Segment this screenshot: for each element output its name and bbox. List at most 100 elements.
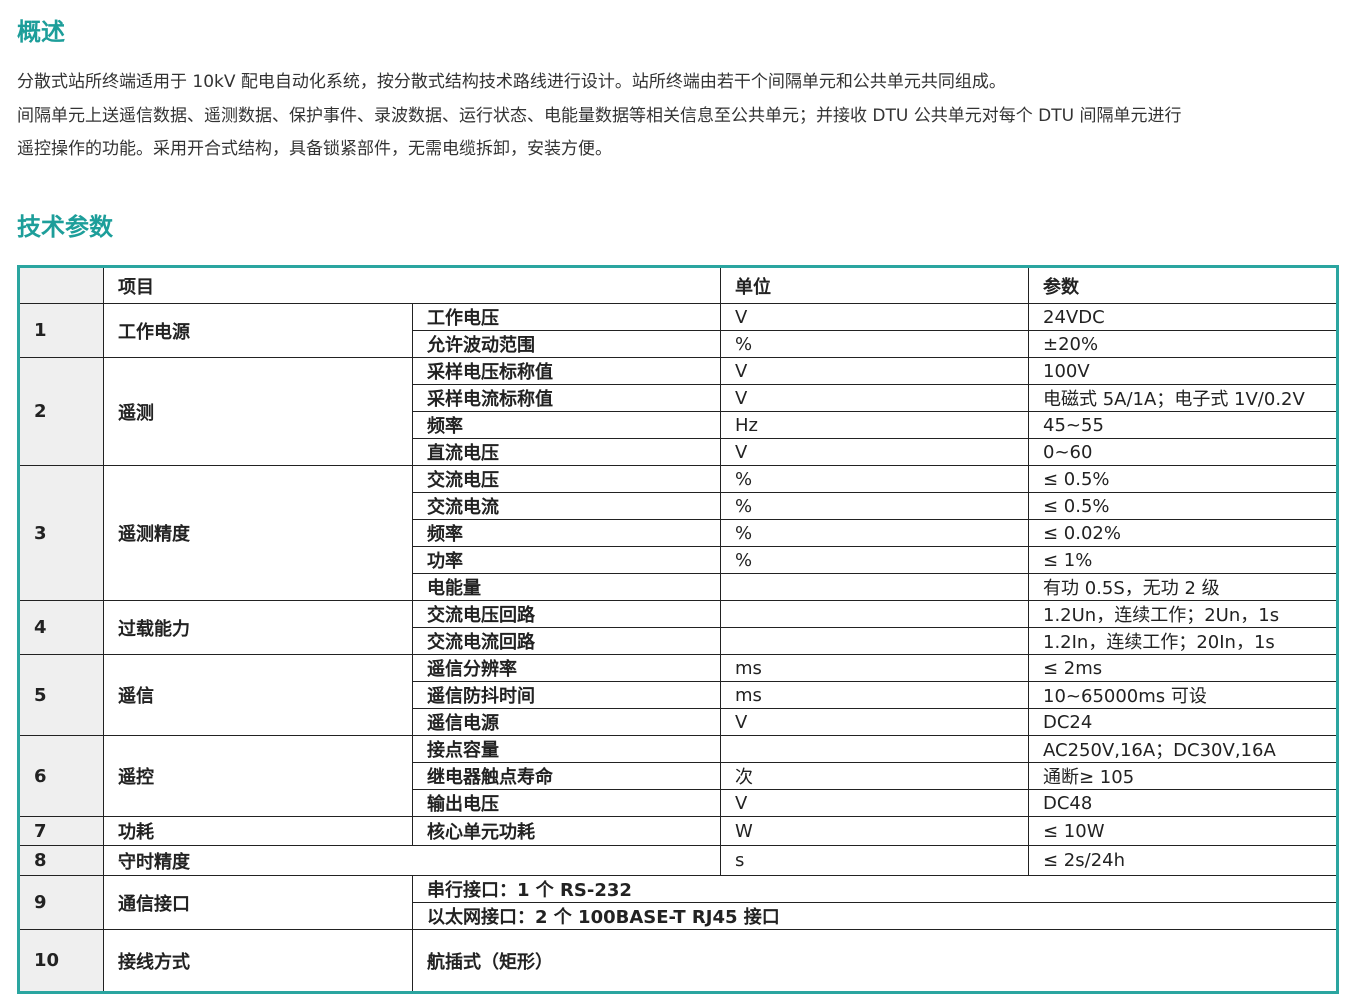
header-param: 参数 — [1028, 266, 1338, 304]
row-number: 9 — [18, 875, 104, 930]
row-param: ±20% — [1028, 330, 1338, 358]
row-sub-item: 交流电流回路 — [412, 627, 721, 655]
row-number: 7 — [18, 816, 104, 846]
row-param: DC48 — [1028, 789, 1338, 817]
row-item: 过载能力 — [103, 600, 413, 655]
table-header-row: 项目 单位 参数 — [18, 266, 1338, 304]
row-sub-item: 频率 — [412, 519, 721, 547]
row-unit — [720, 600, 1029, 628]
table-row: 交流电流% ≤ 0.5% — [19, 492, 1338, 520]
row-unit: V — [720, 384, 1029, 412]
row-param: ≤ 0.5% — [1028, 465, 1338, 493]
row-unit: Hz — [720, 411, 1029, 439]
table-row: 6 遥控 接点容量 AC250V,16A；DC30V,16A — [18, 735, 1338, 817]
row-unit: W — [720, 816, 1029, 846]
table-row: 4 过载能力 交流电压回路 1.2Un，连续工作；2Un，1s — [18, 600, 1338, 655]
table-row: 3 遥测精度 交流电压% ≤ 0.5% — [18, 465, 1338, 601]
overview-paragraph: 间隔单元上送遥信数据、遥测数据、保护事件、录波数据、运行状态、电能量数据等相关信… — [17, 105, 1182, 126]
row-param: AC250V,16A；DC30V,16A — [1028, 735, 1338, 763]
row-unit: % — [720, 519, 1029, 547]
row-number: 8 — [18, 845, 104, 876]
row-sub-item: 采样电流标称值 — [412, 384, 721, 412]
row-unit: V — [720, 789, 1029, 817]
row-sub-item: 采样电压标称值 — [412, 357, 721, 385]
row-item: 守时精度 — [103, 845, 721, 876]
row-number: 2 — [18, 357, 104, 466]
row-item: 遥控 — [103, 735, 413, 817]
row-unit: % — [720, 546, 1029, 574]
table-row: 1 工作电源 工作电压 V 24VDC — [18, 303, 1338, 358]
specs-table: 项目 单位 参数 1 工作电源 工作电压 V 24VDC 允许波动范围% ±20% 2 遥测 采样… — [17, 265, 1339, 994]
row-param: ≤ 10W — [1028, 816, 1338, 846]
row-item: 工作电源 — [103, 303, 413, 358]
row-param: 0~60 — [1028, 438, 1338, 466]
overview-text: 分散式站所终端适用于 10kV 配电自动化系统，按分散式结构技术路线进行设计。站… — [17, 66, 1347, 167]
row-unit: V — [720, 708, 1029, 736]
row-sub-item: 交流电压回路 — [412, 600, 721, 628]
row-sub-item: 遥信防抖时间 — [412, 681, 721, 709]
row-param: 45~55 — [1028, 411, 1338, 439]
row-number: 10 — [18, 929, 104, 993]
row-unit: V — [720, 438, 1029, 466]
row-sub-item: 直流电压 — [412, 438, 721, 466]
overview-title: 概述 — [17, 18, 65, 46]
row-param: 100V — [1028, 357, 1338, 385]
row-param: DC24 — [1028, 708, 1338, 736]
table-row: 采样电流标称值 V 电磁式 5A/1A；电子式 1V/0.2V — [19, 384, 1338, 412]
row-unit: s — [720, 845, 1029, 876]
row-param: ≤ 2ms — [1028, 654, 1338, 682]
row-param: ≤ 0.5% — [1028, 492, 1338, 520]
table-row: 遥信防抖时间 ms 10~65000ms 可设 — [19, 681, 1338, 709]
table-row: 功率% ≤ 1% — [19, 546, 1338, 574]
row-param: 1.2In，连续工作；20In，1s — [1028, 627, 1338, 655]
row-item: 通信接口 — [103, 875, 413, 930]
table-row: 7 功耗 核心单元功耗 W ≤ 10W — [18, 816, 1338, 846]
overview-paragraph: 遥控操作的功能。采用开合式结构，具备锁紧部件，无需电缆拆卸，安装方便。 — [17, 139, 612, 159]
table-row: 以太网接口：2 个 100BASE-T RJ45 接口 — [19, 902, 1338, 930]
header-item: 项目 — [103, 266, 721, 304]
row-param: ≤ 0.02% — [1028, 519, 1338, 547]
row-sub-item: 航插式（矩形） — [412, 929, 1338, 993]
row-sub-item: 输出电压 — [412, 789, 721, 817]
row-unit: 次 — [720, 762, 1029, 790]
row-unit: % — [720, 492, 1029, 520]
header-no — [18, 266, 104, 304]
table-row: 2 遥测 采样电压标称值 V 100V — [18, 357, 1338, 466]
row-item: 遥信 — [103, 654, 413, 736]
row-number: 4 — [18, 600, 104, 655]
row-number: 3 — [18, 465, 104, 601]
row-unit: % — [720, 465, 1029, 493]
row-sub-item: 交流电压 — [412, 465, 721, 493]
row-sub-item: 遥信分辨率 — [412, 654, 721, 682]
row-item: 接线方式 — [103, 929, 413, 993]
row-item: 遥测精度 — [103, 465, 413, 601]
table-row: 5 遥信 遥信分辨率 ms ≤ 2ms — [18, 654, 1338, 736]
table-row: 允许波动范围% ±20% — [19, 330, 1338, 358]
row-sub-item: 核心单元功耗 — [412, 816, 721, 846]
table-row: 8 守时精度 s ≤ 2s/24h — [18, 845, 1338, 876]
specs-title: 技术参数 — [17, 213, 113, 241]
row-unit — [720, 627, 1029, 655]
row-sub-item: 接点容量 — [412, 735, 721, 763]
row-unit: V — [720, 357, 1029, 385]
row-param: 24VDC — [1028, 303, 1338, 331]
table-row: 电能量 有功 0.5S，无功 2 级 — [19, 573, 1338, 601]
overview-paragraph: 分散式站所终端适用于 10kV 配电自动化系统，按分散式结构技术路线进行设计。站… — [17, 72, 1006, 92]
row-unit: V — [720, 303, 1029, 331]
row-unit — [720, 735, 1029, 763]
table-row: 9 通信接口 串行接口：1 个 RS-232 — [18, 875, 1338, 930]
row-sub-item: 串行接口：1 个 RS-232 — [412, 875, 1338, 903]
table-row: 频率% ≤ 0.02% — [19, 519, 1338, 547]
row-item: 功耗 — [103, 816, 413, 846]
table-row: 直流电压 V 0~60 — [19, 438, 1338, 466]
row-sub-item: 功率 — [412, 546, 721, 574]
table-row: 继电器触点寿命次通断≥ 105 — [19, 762, 1338, 790]
row-sub-item: 遥信电源 — [412, 708, 721, 736]
row-sub-item: 交流电流 — [412, 492, 721, 520]
row-unit — [720, 573, 1029, 601]
row-sub-item: 电能量 — [412, 573, 721, 601]
row-param: 有功 0.5S，无功 2 级 — [1028, 573, 1338, 601]
row-param: 1.2Un，连续工作；2Un，1s — [1028, 600, 1338, 628]
row-sub-item: 以太网接口：2 个 100BASE-T RJ45 接口 — [412, 902, 1338, 930]
header-unit: 单位 — [720, 266, 1029, 304]
